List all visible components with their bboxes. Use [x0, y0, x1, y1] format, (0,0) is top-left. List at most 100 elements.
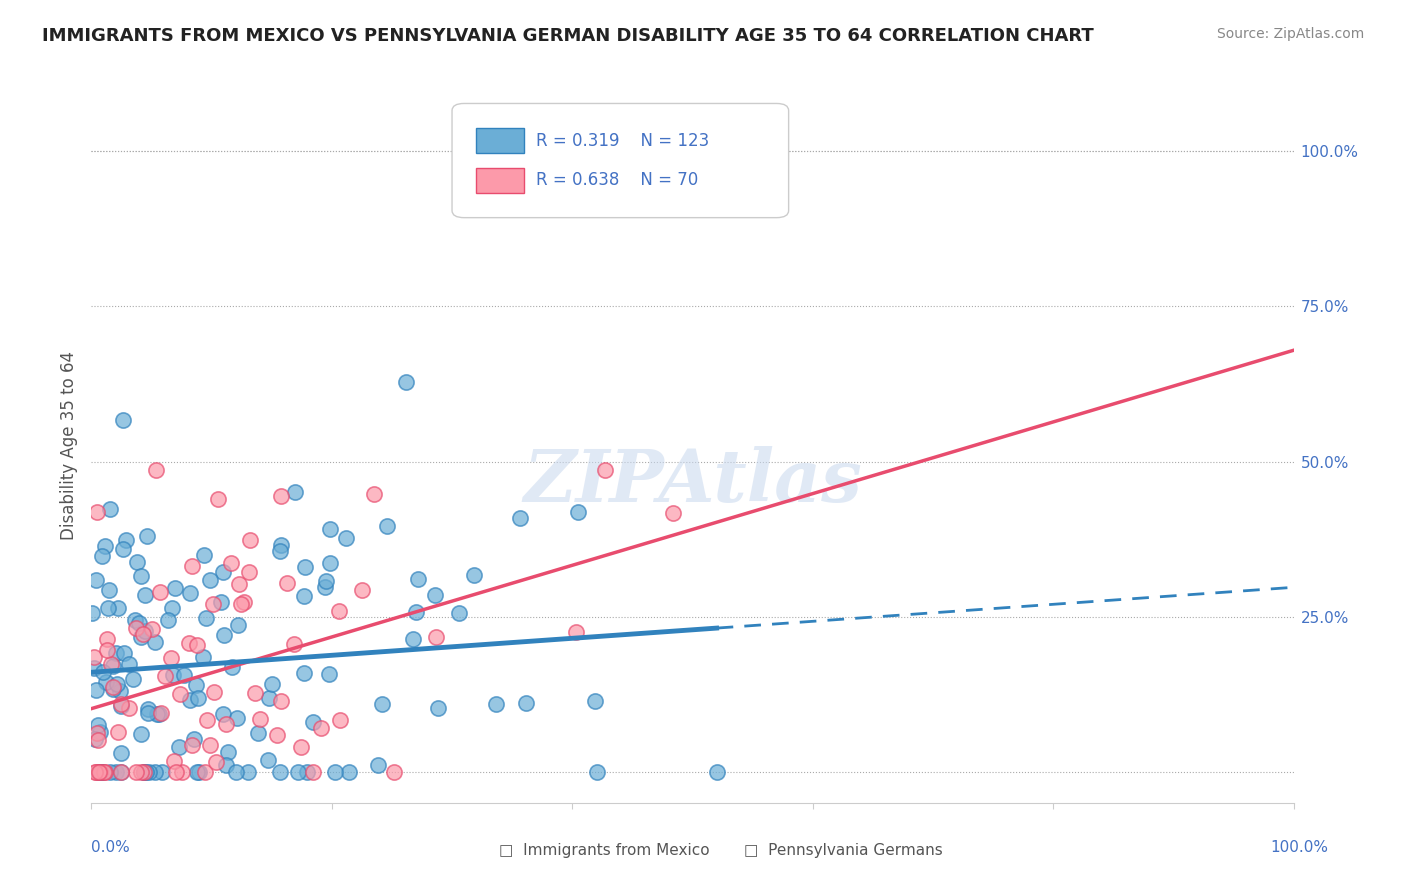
Pennsylvania Germans	[249, 712, 271, 726]
Text: 0.0%: 0.0%	[91, 840, 131, 855]
Pennsylvania Germans	[232, 595, 254, 609]
Immigrants from Mexico	[294, 559, 316, 574]
Pennsylvania Germans	[276, 576, 298, 591]
Immigrants from Mexico	[193, 649, 215, 664]
Pennsylvania Germans	[564, 625, 586, 640]
Pennsylvania Germans	[89, 764, 111, 779]
Immigrants from Mexico	[246, 726, 269, 740]
Pennsylvania Germans	[153, 669, 176, 683]
Pennsylvania Germans	[662, 506, 685, 520]
Pennsylvania Germans	[266, 728, 288, 742]
Pennsylvania Germans	[87, 732, 110, 747]
Pennsylvania Germans	[125, 621, 148, 635]
Pennsylvania Germans	[169, 687, 191, 701]
Pennsylvania Germans	[150, 706, 173, 721]
Pennsylvania Germans	[229, 598, 252, 612]
Immigrants from Mexico	[236, 764, 259, 779]
Immigrants from Mexico	[287, 764, 309, 779]
Pennsylvania Germans	[129, 764, 152, 779]
Immigrants from Mexico	[337, 764, 360, 779]
Immigrants from Mexico	[212, 706, 235, 721]
Immigrants from Mexico	[145, 635, 167, 649]
Immigrants from Mexico	[179, 692, 201, 706]
Immigrants from Mexico	[98, 764, 121, 779]
Pennsylvania Germans	[107, 725, 129, 739]
Pennsylvania Germans	[179, 636, 201, 650]
Pennsylvania Germans	[270, 694, 292, 708]
Pennsylvania Germans	[194, 764, 217, 779]
Immigrants from Mexico	[225, 764, 247, 779]
Pennsylvania Germans	[228, 577, 250, 591]
Pennsylvania Germans	[162, 754, 184, 768]
Immigrants from Mexico	[148, 707, 170, 722]
Immigrants from Mexico	[449, 606, 471, 620]
Immigrants from Mexico	[226, 711, 249, 725]
Immigrants from Mexico	[132, 764, 155, 779]
Pennsylvania Germans	[125, 764, 148, 779]
Immigrants from Mexico	[212, 628, 235, 642]
Immigrants from Mexico	[84, 573, 107, 587]
Pennsylvania Germans	[110, 764, 132, 779]
Pennsylvania Germans	[350, 583, 373, 598]
Pennsylvania Germans	[202, 685, 225, 699]
Immigrants from Mexico	[96, 675, 118, 690]
Immigrants from Mexico	[136, 706, 159, 720]
Immigrants from Mexico	[485, 697, 508, 711]
Immigrants from Mexico	[87, 718, 110, 732]
Immigrants from Mexico	[129, 631, 152, 645]
Immigrants from Mexico	[183, 732, 205, 747]
Text: R = 0.319    N = 123: R = 0.319 N = 123	[536, 132, 710, 150]
Immigrants from Mexico	[194, 611, 217, 625]
Pennsylvania Germans	[382, 764, 405, 779]
Immigrants from Mexico	[98, 502, 121, 516]
Pennsylvania Germans	[83, 650, 105, 665]
Immigrants from Mexico	[111, 413, 134, 427]
Immigrants from Mexico	[104, 646, 127, 660]
Immigrants from Mexico	[509, 511, 531, 525]
Immigrants from Mexico	[269, 764, 291, 779]
Pennsylvania Germans	[186, 638, 208, 652]
Pennsylvania Germans	[363, 486, 385, 500]
Pennsylvania Germans	[238, 565, 260, 579]
Immigrants from Mexico	[129, 569, 152, 583]
Pennsylvania Germans	[283, 637, 305, 651]
Immigrants from Mexico	[91, 549, 114, 563]
Pennsylvania Germans	[86, 725, 108, 739]
Pennsylvania Germans	[329, 714, 352, 728]
Pennsylvania Germans	[149, 584, 172, 599]
Pennsylvania Germans	[201, 597, 224, 611]
Immigrants from Mexico	[184, 678, 207, 692]
Immigrants from Mexico	[295, 764, 318, 779]
Immigrants from Mexico	[200, 574, 222, 588]
Immigrants from Mexico	[110, 764, 132, 779]
Immigrants from Mexico	[110, 684, 132, 698]
Immigrants from Mexico	[136, 702, 159, 716]
Immigrants from Mexico	[112, 541, 135, 556]
Pennsylvania Germans	[96, 632, 118, 646]
Immigrants from Mexico	[125, 555, 148, 569]
Immigrants from Mexico	[370, 697, 392, 711]
FancyBboxPatch shape	[451, 103, 789, 218]
Immigrants from Mexico	[706, 764, 728, 779]
Text: □  Pennsylvania Germans: □ Pennsylvania Germans	[744, 843, 943, 857]
Pennsylvania Germans	[84, 764, 107, 779]
Immigrants from Mexico	[423, 588, 446, 602]
Immigrants from Mexico	[167, 739, 190, 754]
Immigrants from Mexico	[292, 590, 315, 604]
Immigrants from Mexico	[215, 757, 238, 772]
Immigrants from Mexico	[135, 764, 157, 779]
Y-axis label: Disability Age 35 to 64: Disability Age 35 to 64	[59, 351, 77, 541]
Pennsylvania Germans	[132, 627, 155, 641]
Pennsylvania Germans	[328, 604, 350, 618]
Immigrants from Mexico	[124, 613, 146, 627]
Immigrants from Mexico	[112, 646, 135, 660]
Immigrants from Mexico	[284, 484, 307, 499]
Immigrants from Mexico	[257, 753, 280, 767]
Immigrants from Mexico	[260, 676, 283, 690]
Immigrants from Mexico	[173, 668, 195, 682]
Pennsylvania Germans	[87, 764, 110, 779]
Immigrants from Mexico	[165, 581, 187, 595]
Immigrants from Mexico	[583, 694, 606, 708]
Immigrants from Mexico	[128, 615, 150, 630]
Immigrants from Mexico	[160, 600, 183, 615]
